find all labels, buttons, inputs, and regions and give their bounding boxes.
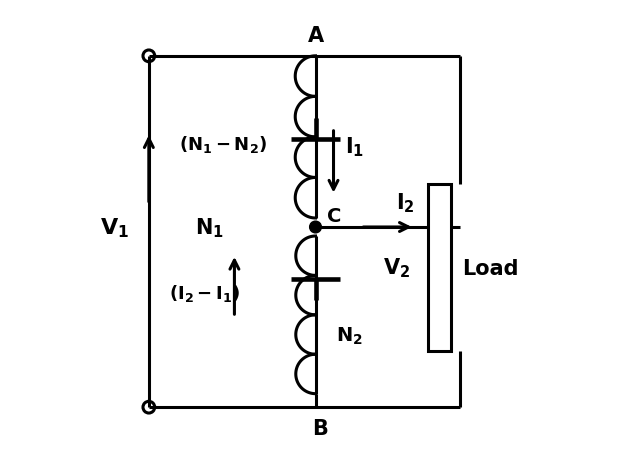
Text: $\mathbf{I_1}$: $\mathbf{I_1}$ xyxy=(345,135,364,158)
Text: C: C xyxy=(327,206,341,225)
Text: $\mathbf{N_2}$: $\mathbf{N_2}$ xyxy=(336,325,363,346)
Text: $\mathbf{(N_1-N_2)}$: $\mathbf{(N_1-N_2)}$ xyxy=(179,134,267,155)
Text: Load: Load xyxy=(462,258,519,278)
Text: B: B xyxy=(312,419,328,439)
Text: $\mathbf{(I_2-I_1)}$: $\mathbf{(I_2-I_1)}$ xyxy=(170,282,241,303)
Text: $\mathbf{N_1}$: $\mathbf{N_1}$ xyxy=(195,216,224,239)
Circle shape xyxy=(310,222,321,233)
Text: $\mathbf{V_1}$: $\mathbf{V_1}$ xyxy=(100,216,129,239)
Text: $\mathbf{I_2}$: $\mathbf{I_2}$ xyxy=(396,192,415,215)
Text: $\mathbf{V_2}$: $\mathbf{V_2}$ xyxy=(383,256,410,280)
Text: A: A xyxy=(307,25,324,46)
Bar xyxy=(428,185,451,351)
